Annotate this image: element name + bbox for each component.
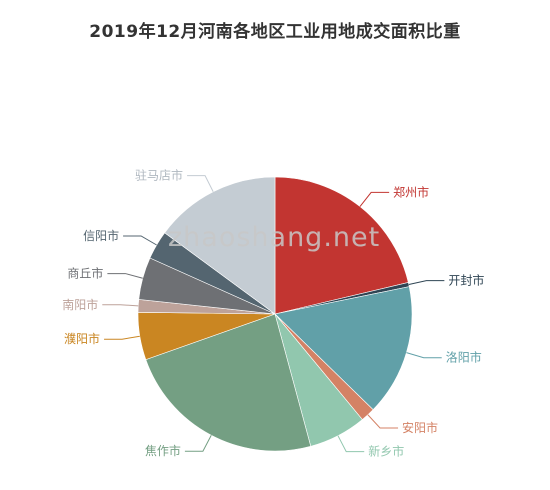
- chart-title: 2019年12月河南各地区工业用地成交面积比重: [89, 22, 461, 42]
- slice-label: 南阳市: [62, 297, 98, 312]
- pie-slices: [137, 176, 413, 452]
- label-line: [107, 273, 143, 279]
- pie-slice: [274, 176, 409, 315]
- label-line: [187, 175, 214, 192]
- label-line: [367, 414, 399, 429]
- slice-label: 洛阳市: [446, 350, 482, 365]
- slice-label: 信阳市: [83, 228, 119, 243]
- label-line: [104, 335, 140, 340]
- slice-label: 郑州市: [393, 184, 429, 199]
- slice-label: 濮阳市: [64, 331, 100, 346]
- slice-label: 驻马店市: [135, 168, 183, 183]
- label-line: [408, 280, 445, 286]
- label-line: [102, 304, 139, 307]
- slice-label: 焦作市: [145, 443, 181, 458]
- label-line: [123, 235, 157, 246]
- label-line: [184, 435, 212, 452]
- pie-slice: [145, 313, 312, 452]
- label-line: [406, 352, 442, 359]
- label-line: [359, 191, 390, 207]
- slice-label: 开封市: [448, 273, 484, 288]
- slice-label: 新乡市: [368, 444, 404, 459]
- pie-slice: [274, 286, 413, 411]
- slice-label: 安阳市: [402, 420, 438, 435]
- slice-label: 商丘市: [67, 266, 103, 281]
- label-line: [337, 435, 365, 453]
